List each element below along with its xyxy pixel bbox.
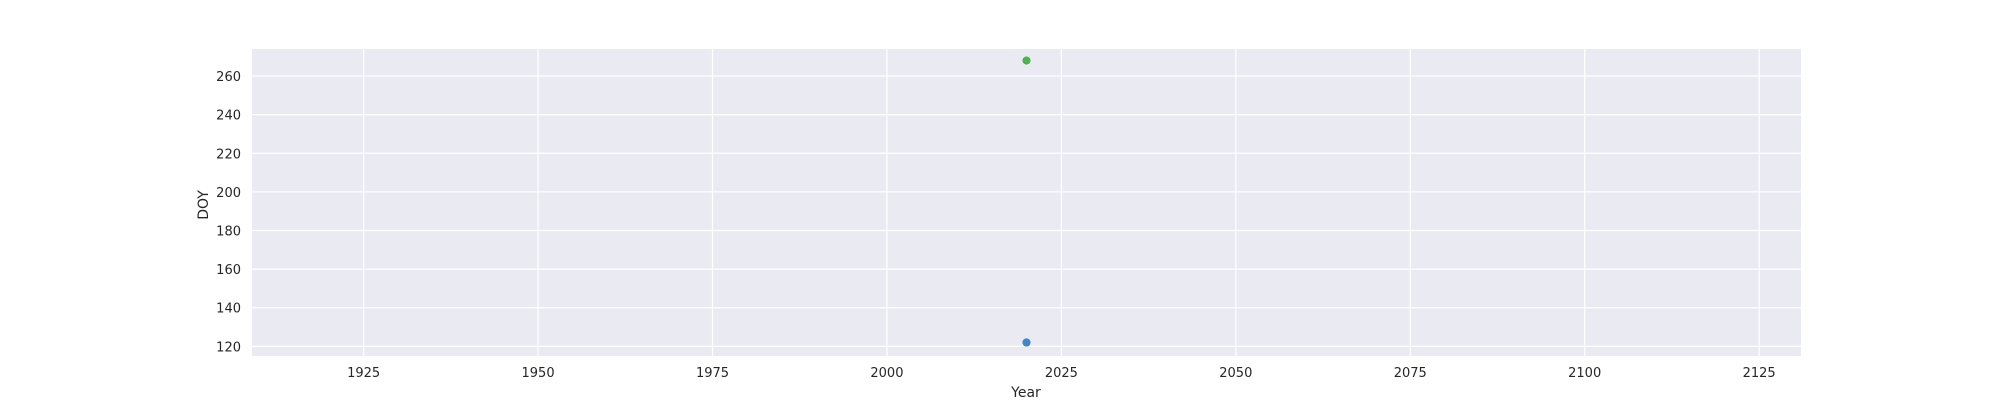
x-axis-label: Year — [1010, 385, 1041, 400]
plot-area — [252, 49, 1801, 356]
x-tick-label-1950: 1950 — [522, 366, 555, 381]
x-tick-label-2025: 2025 — [1045, 366, 1078, 381]
grid — [252, 49, 1801, 356]
y-tick-label-160: 160 — [216, 263, 241, 278]
data-point-series-blue-0 — [1021, 337, 1032, 348]
y-tick-label-140: 140 — [216, 302, 241, 317]
data-point-series-green-0 — [1021, 55, 1032, 66]
y-tick-label-260: 260 — [216, 70, 241, 85]
y-tick-label-220: 220 — [216, 147, 241, 162]
x-tick-label-1975: 1975 — [696, 366, 729, 381]
x-tick-label-2075: 2075 — [1394, 366, 1427, 381]
y-tick-label-180: 180 — [216, 224, 241, 239]
x-tick-label-1925: 1925 — [347, 366, 380, 381]
x-tick-label-2100: 2100 — [1568, 366, 1601, 381]
x-tick-label-2050: 2050 — [1219, 366, 1252, 381]
x-tick-labels: 1925 1950 1975 2000 2025 2050 2075 2100 2125 — [347, 366, 1776, 381]
y-tick-label-240: 240 — [216, 109, 241, 124]
y-axis-label: DOY — [196, 190, 212, 220]
x-tick-label-2000: 2000 — [870, 366, 903, 381]
y-tick-label-200: 200 — [216, 186, 241, 201]
y-tick-labels: 120 140 160 180 200 220 240 260 — [216, 70, 241, 355]
x-tick-label-2125: 2125 — [1743, 366, 1776, 381]
data-points — [1021, 55, 1032, 348]
y-tick-label-120: 120 — [216, 340, 241, 355]
